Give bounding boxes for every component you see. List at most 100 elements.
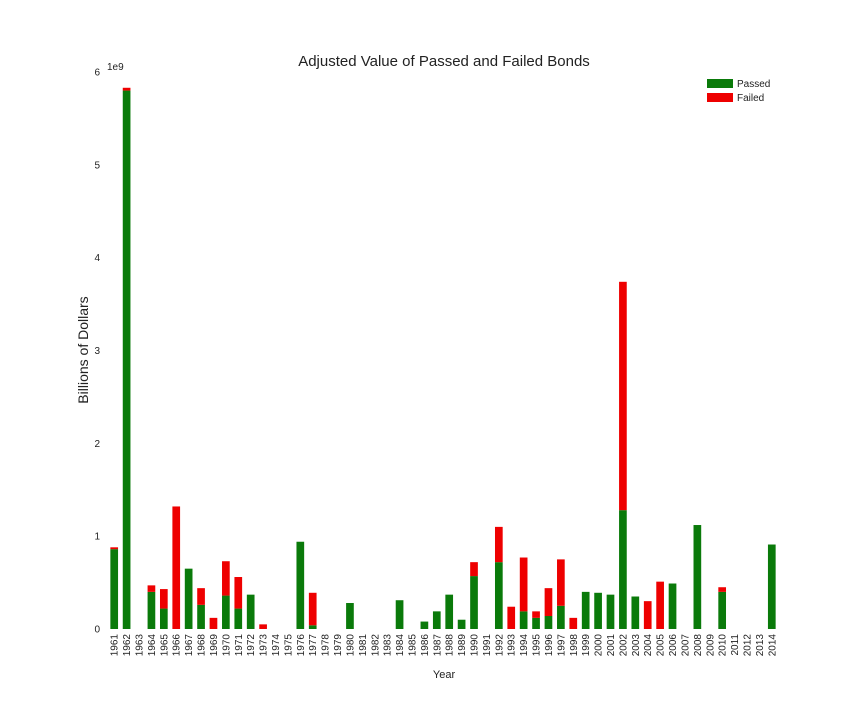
x-tick-label: 1997 — [556, 634, 567, 657]
bar-failed-1990 — [470, 562, 478, 577]
y-tick-label: 3 — [94, 346, 100, 357]
x-tick-label: 1989 — [457, 634, 468, 657]
bar-failed-1995 — [532, 611, 540, 618]
bar-failed-1973 — [259, 624, 267, 629]
x-tick-label: 2014 — [767, 634, 778, 657]
y-axis-offset-label: 1e9 — [107, 62, 124, 73]
bar-passed-2001 — [606, 594, 615, 629]
x-tick-label: 2001 — [606, 634, 617, 657]
bar-failed-1969 — [209, 617, 218, 629]
bar-passed-1971 — [234, 608, 243, 629]
bar-passed-1990 — [470, 576, 478, 629]
x-tick-label: 1961 — [110, 634, 121, 657]
bar-failed-1998 — [569, 617, 578, 629]
x-tick-label: 2004 — [643, 634, 654, 657]
x-tick-label: 1986 — [420, 634, 431, 657]
x-tick-label: 1974 — [271, 634, 282, 657]
x-axis-ticks: 1961 1962 1963 1964 1965 1966 1967 1968 1969 1970… — [110, 634, 779, 657]
legend-label-failed: Failed — [737, 93, 764, 104]
x-tick-label: 2005 — [656, 634, 667, 657]
x-tick-label: 1967 — [184, 634, 195, 657]
x-tick-label: 1992 — [494, 634, 505, 657]
bar-passed-2010 — [718, 591, 727, 629]
x-tick-label: 2008 — [693, 634, 704, 657]
x-tick-label: 1984 — [395, 634, 406, 657]
legend-swatch-passed — [707, 79, 733, 88]
x-tick-label: 1990 — [470, 634, 481, 657]
y-axis-ticks: 0 1 2 3 4 5 6 — [94, 68, 100, 636]
x-tick-label: 2003 — [631, 634, 642, 657]
x-tick-label: 1987 — [432, 634, 443, 657]
bar-failed-1977 — [308, 592, 317, 626]
x-tick-label: 1999 — [581, 634, 592, 657]
bar-passed-2014 — [767, 544, 776, 629]
x-tick-label: 1966 — [172, 634, 183, 657]
x-tick-label: 1998 — [569, 634, 580, 657]
x-tick-label: 1994 — [519, 634, 530, 657]
y-tick-label: 1 — [94, 532, 100, 543]
x-tick-label: 1975 — [283, 634, 294, 657]
x-tick-label: 1964 — [147, 634, 158, 657]
bar-passed-1977 — [308, 625, 317, 629]
x-tick-label: 2010 — [718, 634, 729, 657]
bar-passed-1995 — [532, 617, 540, 629]
y-tick-label: 0 — [94, 625, 100, 636]
x-tick-label: 2013 — [755, 634, 766, 657]
x-tick-label: 1979 — [333, 634, 344, 657]
x-tick-label: 2002 — [618, 634, 629, 657]
bar-passed-1994 — [519, 611, 528, 629]
chart-title: Adjusted Value of Passed and Failed Bond… — [298, 53, 590, 70]
x-tick-label: 1976 — [296, 634, 307, 657]
bar-passed-1964 — [147, 591, 156, 629]
x-tick-label: 1962 — [122, 634, 133, 657]
bar-passed-1988 — [445, 594, 454, 629]
x-tick-label: 1982 — [370, 634, 381, 657]
bar-passed-1984 — [395, 600, 404, 629]
y-axis-label: Billions of Dollars — [75, 296, 91, 403]
bar-passed-1962 — [122, 90, 131, 629]
y-tick-label: 5 — [94, 160, 100, 171]
x-tick-label: 1970 — [221, 634, 232, 657]
bar-passed-1965 — [159, 608, 168, 629]
x-tick-label: 1981 — [358, 634, 369, 657]
legend: Passed Failed — [707, 79, 770, 104]
x-tick-label: 2011 — [730, 634, 741, 656]
bar-failed-1992 — [494, 526, 503, 563]
bar-failed-1961 — [110, 547, 119, 550]
bar-passed-1992 — [494, 562, 503, 629]
x-tick-label: 1965 — [159, 634, 170, 657]
bar-failed-2010 — [718, 587, 727, 592]
x-tick-label: 1968 — [197, 634, 208, 657]
legend-swatch-failed — [707, 93, 733, 102]
y-tick-label: 2 — [94, 439, 100, 450]
bar-passed-1989 — [457, 619, 466, 629]
bar-failed-1994 — [519, 557, 528, 612]
x-tick-label: 1983 — [383, 634, 394, 657]
bar-passed-1999 — [581, 591, 590, 629]
x-tick-label: 1995 — [532, 634, 543, 657]
bar-passed-2003 — [631, 596, 640, 629]
bar-passed-2002 — [619, 510, 627, 629]
x-tick-label: 1977 — [308, 634, 319, 657]
x-tick-label: 1969 — [209, 634, 220, 657]
x-tick-label: 1978 — [321, 634, 332, 657]
x-tick-label: 1972 — [246, 634, 257, 657]
legend-label-passed: Passed — [737, 79, 770, 90]
y-tick-label: 4 — [94, 253, 100, 264]
y-tick-label: 6 — [94, 68, 100, 79]
x-tick-label: 2012 — [742, 634, 753, 657]
bar-failed-1965 — [159, 589, 168, 609]
x-tick-label: 2000 — [594, 634, 605, 657]
x-tick-label: 1985 — [407, 634, 418, 657]
bar-failed-1964 — [147, 585, 156, 592]
x-tick-label: 1996 — [544, 634, 555, 657]
x-tick-label: 1971 — [234, 634, 245, 657]
bar-failed-1968 — [197, 588, 205, 605]
bar-passed-1997 — [557, 605, 565, 629]
x-tick-label: 1963 — [135, 634, 146, 657]
bar-passed-1996 — [544, 616, 553, 629]
bar-failed-1997 — [557, 559, 565, 606]
bar-passed-2008 — [693, 525, 702, 629]
